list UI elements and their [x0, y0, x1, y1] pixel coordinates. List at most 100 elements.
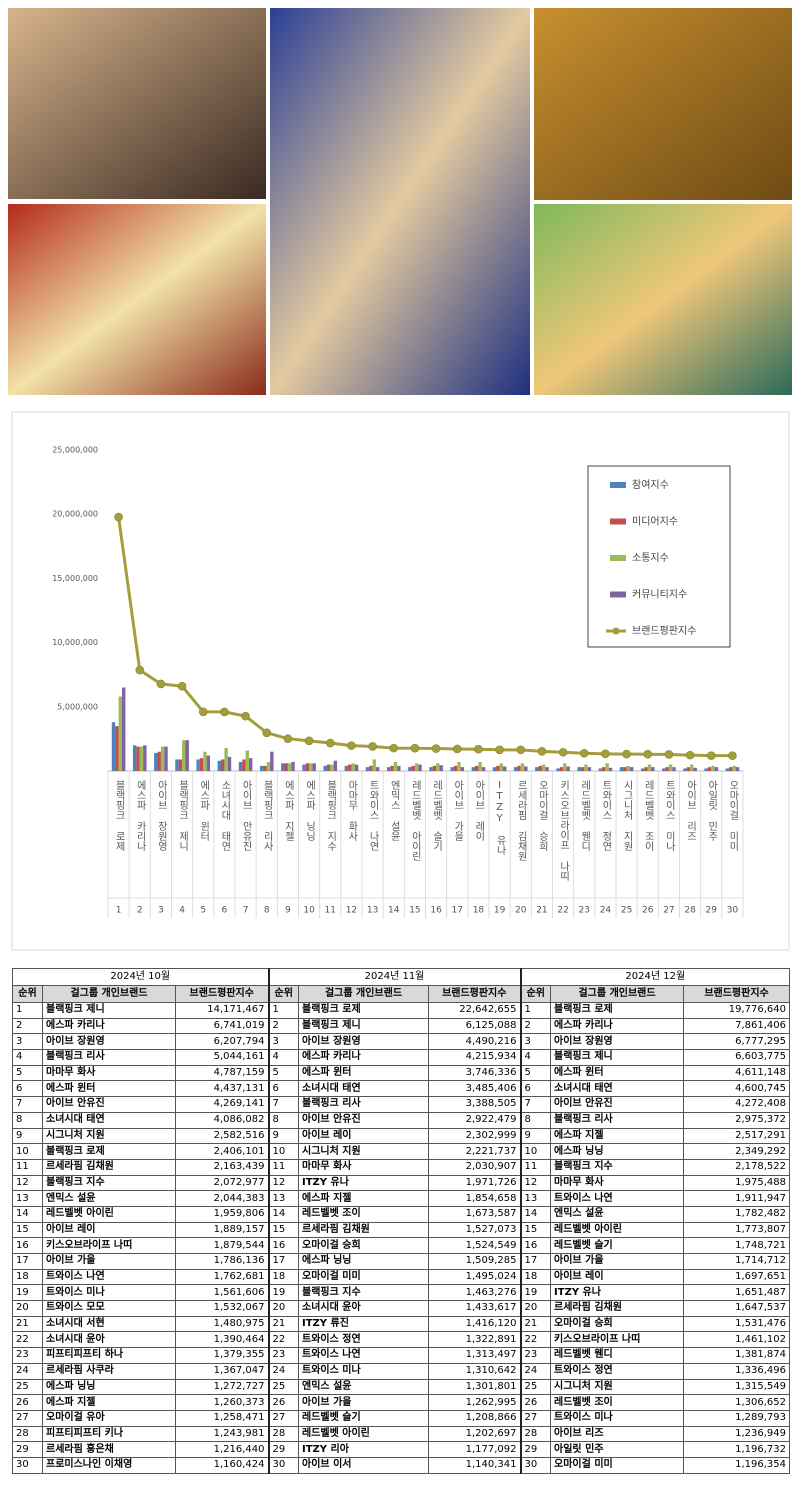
bar	[121, 687, 126, 771]
bar	[714, 767, 719, 771]
bar	[157, 751, 161, 771]
x-rank-label: 1	[116, 906, 122, 916]
bar	[115, 726, 119, 771]
name-cell: ITZY 유나	[550, 1284, 685, 1302]
x-rank-label: 2	[137, 906, 143, 916]
bar	[397, 765, 401, 771]
bar	[312, 763, 316, 771]
value-cell: 1,315,549	[683, 1378, 791, 1396]
rank-cell: 12	[12, 1174, 43, 1192]
value-cell: 1,463,276	[427, 1284, 522, 1302]
name-cell: 트와이스 미나	[550, 1409, 685, 1427]
rank-cell: 5	[519, 1064, 552, 1082]
bar	[354, 764, 359, 771]
column-header: 걸그룹 개인브랜드	[298, 985, 429, 1003]
x-tick-label: 르세라핌 김채원	[515, 780, 527, 861]
legend-label: 소통지수	[632, 552, 669, 564]
value-cell: 6,741,019	[175, 1017, 269, 1035]
table-row: 18 트와이스 나연 1,762,681 18 오마이걸 미미 1,495,024 18 아이…	[12, 1268, 791, 1286]
bar	[729, 767, 733, 771]
legend-swatch	[610, 555, 626, 561]
bar	[436, 763, 440, 771]
x-rank-label: 23	[579, 906, 590, 916]
name-cell: 시그니처 지원	[550, 1378, 685, 1396]
name-cell: 에스파 지젤	[298, 1190, 429, 1207]
name-cell: 에스파 카리나	[550, 1017, 685, 1035]
photo	[8, 8, 266, 199]
bar	[291, 762, 295, 771]
table-row: 22 소녀시대 윤아 1,390,464 22 트와이스 정연 1,322,891 22 키스…	[12, 1331, 791, 1349]
bar	[566, 766, 570, 771]
name-cell: 아일릿 민주	[550, 1441, 685, 1458]
x-tick-label: 키스오브라이프 나띠	[558, 780, 570, 882]
name-cell: 아이브 가을	[550, 1253, 685, 1270]
table-row: 23 피프티피프티 하나 1,379,355 23 트와이스 나연 1,313,497 23…	[12, 1347, 791, 1364]
bar	[556, 768, 560, 771]
x-tick-label: 레드벨벳 조이	[642, 780, 654, 852]
name-cell: 시그니처 지원	[298, 1143, 429, 1160]
x-rank-label: 22	[557, 906, 568, 916]
bar	[270, 751, 274, 771]
x-tick-label: 아이브 리즈	[685, 780, 697, 841]
rank-cell: 29	[267, 1441, 299, 1458]
x-tick-label: 시그니처 지원	[621, 780, 633, 851]
value-cell: 1,262,995	[427, 1394, 522, 1411]
value-cell: 1,177,092	[427, 1441, 522, 1458]
rank-cell: 20	[519, 1300, 552, 1317]
value-cell: 1,196,732	[683, 1441, 791, 1458]
value-cell: 3,485,406	[427, 1080, 522, 1098]
rank-cell: 20	[12, 1300, 43, 1317]
rank-cell: 2	[267, 1017, 299, 1035]
name-cell: 레드벨벳 슬기	[550, 1237, 685, 1254]
bar	[196, 759, 200, 771]
value-cell: 1,390,464	[175, 1331, 269, 1349]
bar	[683, 768, 687, 771]
rank-cell: 26	[267, 1394, 299, 1411]
bar	[305, 763, 310, 771]
name-cell: 블랙핑크 리사	[298, 1096, 429, 1113]
x-tick-label: 레드벨벳 아이린	[409, 780, 421, 861]
bar	[439, 765, 443, 771]
name-cell: 소녀시대 윤아	[298, 1300, 429, 1317]
x-rank-label: 24	[600, 906, 612, 916]
bar	[502, 766, 507, 771]
bar	[118, 696, 122, 771]
bar	[132, 745, 137, 771]
name-cell: 에스파 닝닝	[550, 1143, 685, 1160]
name-cell: 르세라핌 사쿠라	[42, 1362, 176, 1380]
name-cell: 트와이스 나연	[298, 1347, 429, 1364]
bar	[686, 767, 691, 771]
name-cell: 아이브 리즈	[550, 1425, 685, 1443]
rank-cell: 16	[267, 1237, 299, 1254]
table-row: 24 르세라핌 사쿠라 1,367,047 24 트와이스 미나 1,310,642 24 트…	[12, 1362, 791, 1380]
value-cell: 4,269,141	[175, 1096, 269, 1113]
rank-cell: 26	[519, 1394, 552, 1411]
value-cell: 1,306,652	[683, 1394, 791, 1411]
rank-cell: 18	[12, 1268, 43, 1286]
rank-cell: 11	[267, 1158, 299, 1176]
column-header: 순위	[267, 985, 299, 1003]
rank-cell: 10	[12, 1143, 43, 1160]
x-rank-label: 3	[158, 906, 164, 916]
x-rank-label: 30	[727, 906, 739, 916]
bar	[584, 764, 588, 771]
line-marker	[347, 741, 356, 750]
line-marker	[262, 728, 272, 738]
bar	[323, 765, 327, 771]
name-cell: 블랙핑크 제니	[42, 1002, 176, 1019]
table-row: 17 아이브 가을 1,786,136 17 에스파 닝닝 1,509,285 17 아이브 …	[12, 1253, 791, 1270]
rank-cell: 27	[267, 1409, 299, 1427]
bar	[538, 765, 542, 771]
name-cell: 엔믹스 설윤	[298, 1378, 429, 1396]
bar	[369, 765, 373, 771]
photo	[270, 8, 530, 395]
name-cell: 아이브 안유진	[298, 1111, 429, 1129]
table-row: 16 키스오브라이프 나띠 1,879,544 16 오마이걸 승희 1,524,549 1…	[12, 1237, 791, 1254]
value-cell: 2,922,479	[427, 1111, 522, 1129]
bar	[418, 764, 422, 771]
name-cell: 소녀시대 태연	[42, 1111, 176, 1129]
rank-cell: 6	[12, 1080, 43, 1098]
column-header: 순위	[519, 985, 552, 1003]
column-header: 브랜드평판지수	[683, 985, 791, 1003]
